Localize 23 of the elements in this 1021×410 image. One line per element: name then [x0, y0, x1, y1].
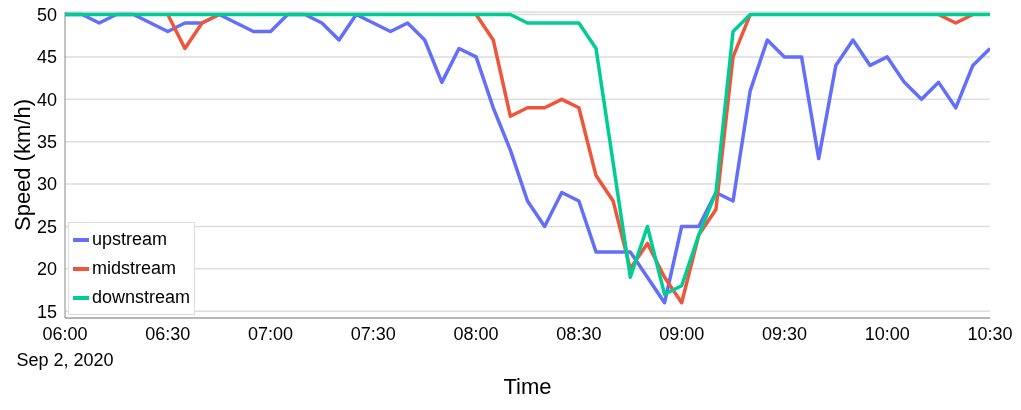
x-tick-label: 10:00 — [864, 324, 910, 344]
x-tick-label: 07:00 — [248, 324, 294, 344]
x-tick-label: 07:30 — [350, 324, 396, 344]
legend-label: upstream — [92, 229, 168, 250]
x-tick-label: 06:30 — [145, 324, 191, 344]
x-axis-title: Time — [503, 373, 552, 399]
legend-label: downstream — [92, 287, 191, 308]
y-tick-label: 35 — [36, 132, 57, 153]
y-tick-label: 20 — [36, 259, 57, 280]
y-tick-label: 15 — [36, 301, 57, 322]
y-tick-label: 30 — [36, 174, 57, 195]
y-tick-label: 50 — [36, 4, 57, 25]
x-tick-label: 09:00 — [659, 324, 705, 344]
y-tick-label: 45 — [36, 47, 57, 68]
legend-label: midstream — [92, 258, 177, 279]
y-tick-label: 25 — [36, 216, 57, 237]
x-tick-label: 06:00 Sep 2, 2020 — [16, 324, 114, 370]
y-tick-label: 40 — [36, 89, 57, 110]
x-tick-label: 09:30 — [761, 324, 807, 344]
x-tick-label: 08:30 — [556, 324, 602, 344]
x-tick-label: 10:30 — [967, 324, 1013, 344]
y-axis-title: Speed (km/h) — [9, 98, 35, 232]
x-tick-label: 08:00 — [453, 324, 499, 344]
